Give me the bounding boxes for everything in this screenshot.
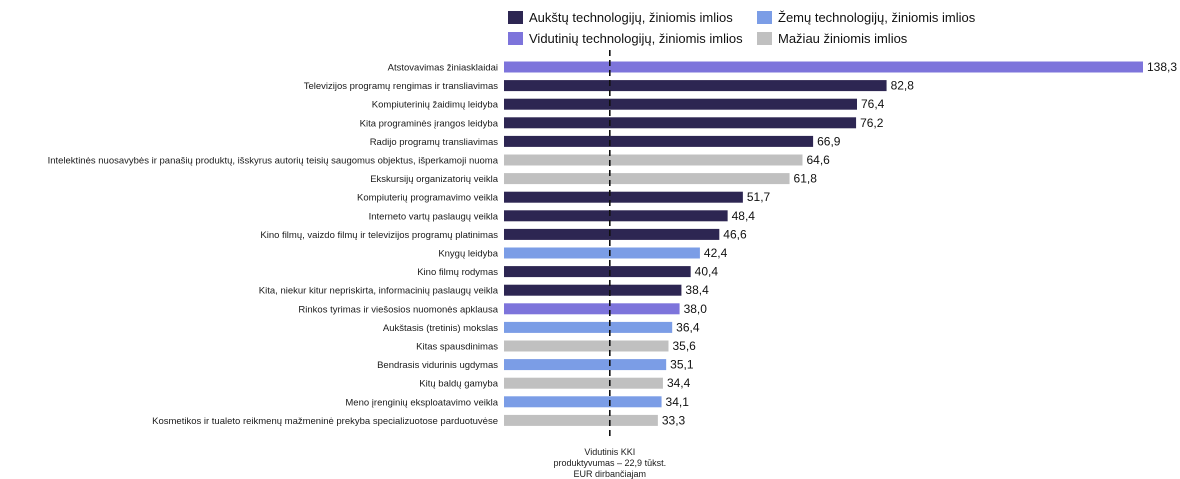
bar [504, 173, 790, 185]
legend-label-high-tech: Aukštų technologijų, žiniomis imlios [529, 10, 733, 25]
legend-label-less-knowledge: Mažiau žiniomis imlios [778, 31, 908, 46]
bar [504, 191, 743, 203]
category-label: Aukštasis (tretinis) mokslas [383, 323, 498, 334]
bar [504, 340, 669, 352]
bar [504, 80, 887, 92]
legend-item-less-knowledge: Mažiau žiniomis imlios [757, 31, 907, 46]
bar [504, 377, 663, 389]
bar [504, 135, 814, 147]
value-label: 33,3 [662, 413, 686, 427]
value-label: 138,3 [1147, 60, 1177, 74]
bar [504, 303, 680, 315]
bar [504, 154, 803, 166]
bar [504, 359, 667, 371]
value-label: 36,4 [676, 320, 700, 334]
category-label: Bendrasis vidurinis ugdymas [377, 360, 498, 371]
category-label: Knygų leidyba [438, 249, 498, 260]
category-label: Rinkos tyrimas ir viešosios nuomonės apk… [298, 304, 498, 315]
category-label: Interneto vartų paslaugų veikla [369, 211, 499, 222]
value-label: 51,7 [747, 190, 771, 204]
value-label: 76,4 [861, 97, 885, 111]
value-label: 76,2 [860, 116, 884, 130]
category-label: Intelektinės nuosavybės ir panašių produ… [48, 156, 499, 167]
legend-swatch-high-tech [508, 11, 523, 24]
legend-label-low-tech: Žemų technologijų, žiniomis imlios [778, 10, 976, 25]
value-label: 48,4 [732, 209, 756, 223]
reference-label-line: EUR dirbančiajam [574, 469, 647, 479]
reference-label-line: Vidutinis KKI [584, 447, 635, 457]
value-label: 42,4 [704, 246, 728, 260]
bar [504, 284, 682, 296]
legend-item-medium-tech: Vidutinių technologijų, žiniomis imlios [508, 31, 743, 46]
legend-item-high-tech: Aukštų technologijų, žiniomis imlios [508, 10, 733, 25]
value-label: 35,1 [670, 358, 694, 372]
value-label: 82,8 [891, 79, 915, 93]
legend-swatch-low-tech [757, 11, 772, 24]
category-label: Radijo programų transliavimas [370, 137, 499, 148]
category-label: Ekskursijų organizatorių veikla [370, 174, 498, 185]
value-label: 46,6 [723, 227, 747, 241]
bar [504, 210, 728, 222]
category-label: Kitas spausdinimas [416, 342, 498, 353]
category-label: Kompiuterinių žaidimų leidyba [372, 100, 499, 111]
legend-swatch-medium-tech [508, 32, 523, 45]
value-label: 34,4 [667, 376, 691, 390]
category-label: Kita programinės įrangos leidyba [360, 118, 499, 129]
category-label: Kita, niekur kitur nepriskirta, informac… [259, 286, 499, 297]
value-label: 34,1 [666, 395, 690, 409]
bar [504, 98, 857, 110]
value-label: 66,9 [817, 134, 841, 148]
bar [504, 396, 662, 408]
bar [504, 414, 658, 426]
bar [504, 228, 720, 240]
bar [504, 321, 673, 333]
value-label: 64,6 [806, 153, 830, 167]
value-label: 38,0 [684, 302, 708, 316]
category-label: Meno įrenginių eksploatavimo veikla [345, 397, 498, 408]
value-label: 40,4 [695, 265, 719, 279]
category-label: Televizijos programų rengimas ir transli… [304, 81, 499, 92]
bar [504, 117, 857, 129]
bars-layer: Atstovavimas žiniasklaidai 138,3 Televizij… [48, 60, 1178, 427]
legend-swatch-less-knowledge [757, 32, 772, 45]
category-label: Kino filmų, vaizdo filmų ir televizijos … [260, 230, 498, 241]
category-label: Kompiuterių programavimo veikla [357, 193, 499, 204]
legend-item-low-tech: Žemų technologijų, žiniomis imlios [757, 10, 975, 25]
category-label: Kitų baldų gamyba [419, 379, 498, 390]
value-label: 38,4 [685, 283, 709, 297]
category-label: Atstovavimas žiniasklaidai [388, 63, 498, 74]
value-label: 61,8 [794, 172, 818, 186]
category-label: Kosmetikos ir tualeto reikmenų mažmeninė… [152, 416, 498, 427]
bar [504, 266, 691, 278]
value-label: 35,6 [672, 339, 696, 353]
bar [504, 247, 700, 259]
bar [504, 61, 1143, 73]
category-label: Kino filmų rodymas [417, 267, 498, 278]
legend-label-medium-tech: Vidutinių technologijų, žiniomis imlios [529, 31, 743, 46]
reference-label-line: produktyvumas – 22,9 tūkst. [554, 458, 667, 468]
